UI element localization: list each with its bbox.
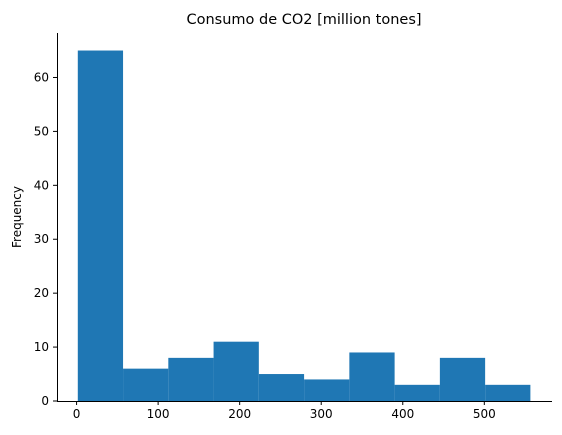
x-tick-label: 300 [310,407,333,421]
y-axis-ticks: 0 10 20 30 40 50 60 [34,70,57,408]
x-tick-label: 0 [73,407,81,421]
x-axis-ticks: 0 100 200 300 400 500 [73,401,496,421]
histogram-bar [123,368,169,401]
histogram-bar [258,374,305,401]
histogram-bar [439,357,486,401]
x-tick-label: 500 [473,407,496,421]
y-tick-label: 30 [34,232,49,246]
y-tick-label: 10 [34,340,49,354]
y-tick-label: 0 [41,394,49,408]
histogram-bar [213,341,259,401]
y-tick-label: 20 [34,286,49,300]
histogram-bar [485,384,531,401]
x-tick-label: 400 [391,407,414,421]
y-tick-label: 50 [34,124,49,138]
histogram-bar [304,379,350,401]
y-tick-label: 60 [34,70,49,84]
bars-group [77,50,531,402]
y-tick-label: 40 [34,178,49,192]
histogram-bar [349,352,395,401]
histogram-bar [77,50,124,402]
x-tick-label: 200 [228,407,251,421]
histogram-bar [394,384,440,401]
chart-title: Consumo de CO2 [million tones] [186,12,421,28]
y-axis-label: Frequency [10,186,24,248]
histogram-bar [168,357,214,401]
x-tick-label: 100 [147,407,170,421]
